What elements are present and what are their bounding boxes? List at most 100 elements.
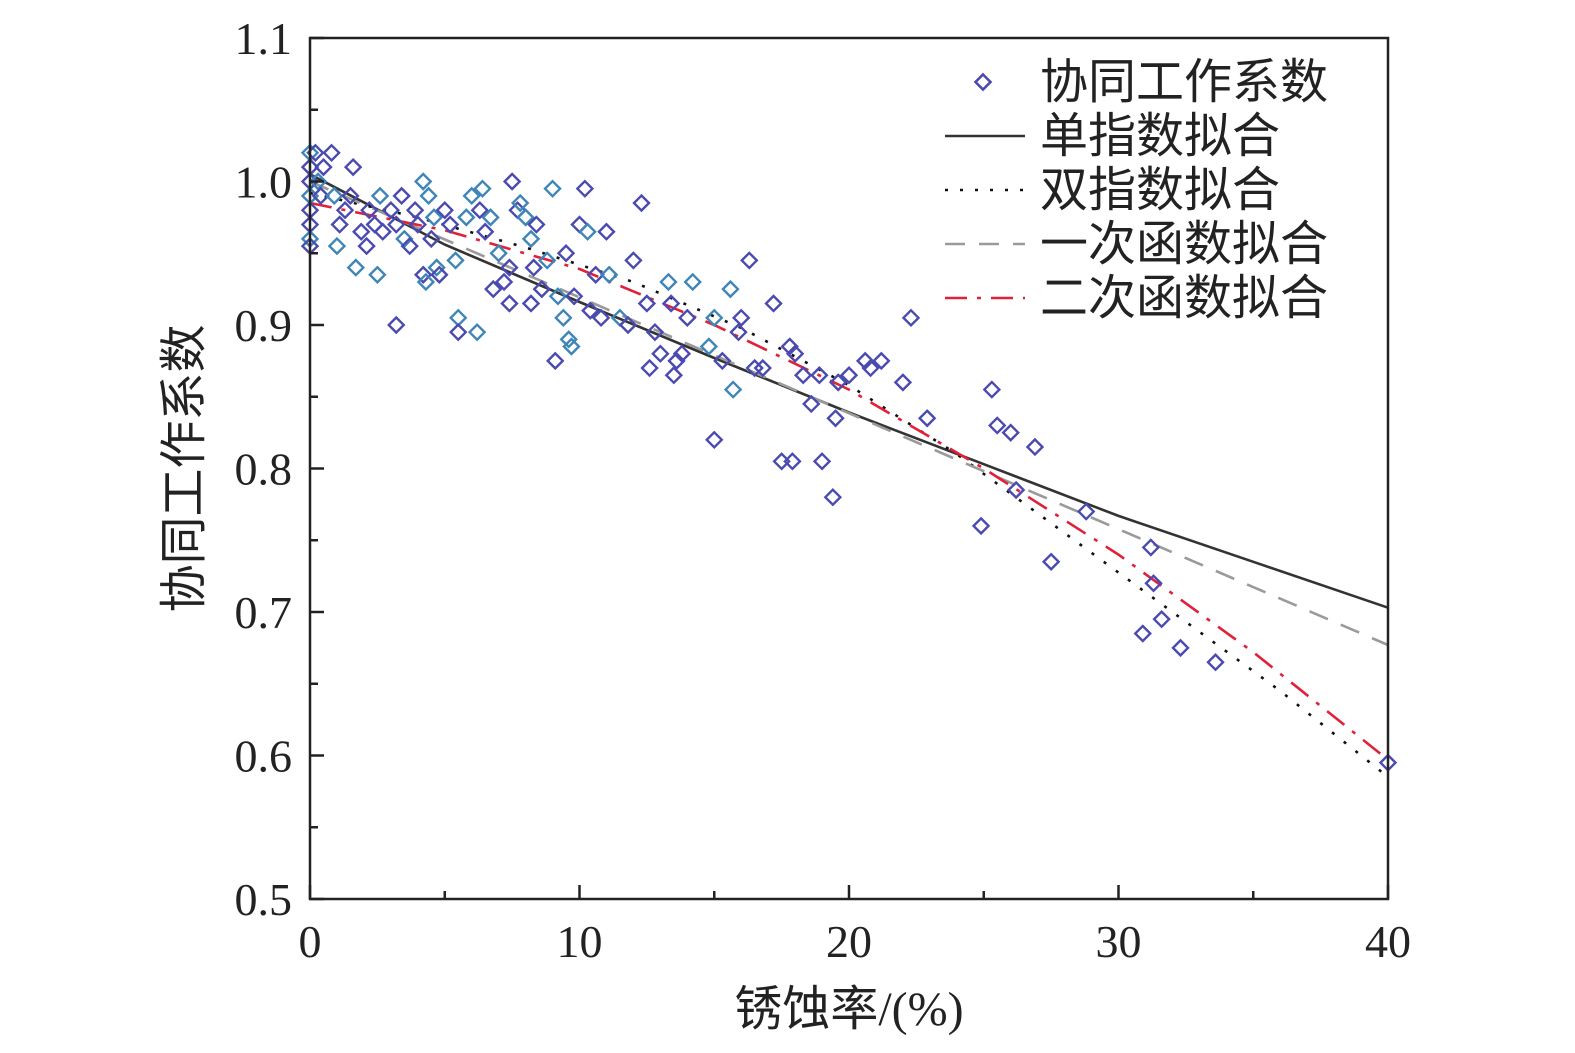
data-point xyxy=(521,294,541,313)
data-point xyxy=(381,201,401,220)
data-point xyxy=(740,251,759,270)
data-point xyxy=(365,215,384,234)
y-tick-label: 0.9 xyxy=(235,300,293,351)
data-point xyxy=(484,279,503,299)
data-point xyxy=(1001,423,1020,442)
data-point xyxy=(772,452,791,471)
data-point xyxy=(1206,653,1225,672)
data-point xyxy=(489,244,508,263)
data-point xyxy=(524,258,543,277)
x-tick-label: 40 xyxy=(1365,916,1411,967)
y-tick-label: 0.6 xyxy=(235,731,293,782)
data-point xyxy=(392,186,411,206)
data-point xyxy=(325,186,344,206)
data-point xyxy=(971,516,991,536)
data-point xyxy=(449,322,468,342)
data-point xyxy=(721,279,740,299)
y-tick-label: 0.8 xyxy=(235,444,293,495)
data-point xyxy=(424,208,444,227)
data-point xyxy=(764,294,783,313)
data-point xyxy=(546,351,565,371)
tick-labels: 0 10 20 30 40 0.5 0.6 0.7 0.8 0.9 1.0 1.1 xyxy=(235,13,1412,967)
data-point xyxy=(640,358,659,378)
data-point xyxy=(343,157,363,177)
legend-label: 协同工作系数 xyxy=(1040,56,1328,109)
data-point xyxy=(373,222,392,241)
data-point xyxy=(435,201,454,220)
y-tick-label: 0.7 xyxy=(235,587,293,638)
data-point xyxy=(678,308,697,328)
legend-item-double-exp: 双指数拟合 xyxy=(945,164,1280,217)
data-point xyxy=(511,193,530,213)
data-point xyxy=(745,358,764,378)
data-point xyxy=(1041,552,1061,571)
data-point xyxy=(327,236,347,256)
data-point xyxy=(556,244,576,263)
data-point xyxy=(308,172,328,191)
data-point xyxy=(1171,638,1190,658)
data-point xyxy=(527,215,546,234)
legend-item-scatter: 协同工作系数 xyxy=(973,56,1328,109)
data-point xyxy=(462,186,481,206)
data-point xyxy=(430,265,449,284)
data-point xyxy=(543,179,562,198)
data-point xyxy=(427,258,446,277)
data-point xyxy=(705,430,724,449)
data-point xyxy=(575,179,595,198)
data-point xyxy=(667,351,686,371)
data-point xyxy=(1141,538,1161,557)
data-point xyxy=(783,452,802,471)
data-point xyxy=(645,322,665,342)
legend-diamond-marker xyxy=(973,72,993,92)
y-axis-title: 协同工作系数 xyxy=(158,324,211,612)
data-point xyxy=(1006,480,1026,500)
data-point xyxy=(618,315,638,335)
data-point xyxy=(395,229,414,249)
data-point xyxy=(729,322,748,342)
data-point xyxy=(559,330,578,349)
data-point xyxy=(699,337,719,356)
data-point xyxy=(413,265,433,284)
legend-label: 单指数拟合 xyxy=(1040,110,1280,163)
data-point xyxy=(500,258,519,277)
legend-label: 一次函数拟合 xyxy=(1040,218,1328,271)
data-point xyxy=(839,366,859,385)
data-point xyxy=(357,236,376,256)
data-point xyxy=(564,287,584,306)
scatter-points xyxy=(300,143,1398,772)
data-point xyxy=(370,186,390,206)
data-point xyxy=(581,301,600,320)
data-point xyxy=(591,308,611,328)
data-point xyxy=(780,337,799,356)
data-point xyxy=(624,251,643,270)
data-point xyxy=(470,201,489,220)
data-point xyxy=(352,222,371,241)
data-point xyxy=(1076,502,1096,521)
data-point xyxy=(793,366,813,385)
data-point xyxy=(661,294,681,313)
data-point xyxy=(562,337,581,356)
data-point xyxy=(311,186,330,206)
data-point xyxy=(785,344,805,363)
data-point xyxy=(861,358,880,378)
data-point xyxy=(917,409,937,428)
data-point xyxy=(872,351,891,371)
data-point xyxy=(1133,624,1152,643)
data-point xyxy=(683,272,702,292)
data-point xyxy=(826,409,845,428)
data-point xyxy=(467,322,487,342)
data-point xyxy=(901,308,921,328)
data-point xyxy=(586,265,605,284)
data-point xyxy=(521,229,541,249)
data-point xyxy=(335,201,355,220)
data-point xyxy=(732,308,751,328)
data-point xyxy=(314,157,333,177)
x-axis-title: 锈蚀率/(%) xyxy=(734,983,963,1036)
legend-label: 双指数拟合 xyxy=(1040,164,1280,217)
data-point xyxy=(475,222,495,241)
data-point xyxy=(812,452,832,471)
data-point xyxy=(446,251,465,270)
legend-item-quadratic: 二次函数拟合 xyxy=(945,272,1328,325)
data-point xyxy=(578,222,597,241)
